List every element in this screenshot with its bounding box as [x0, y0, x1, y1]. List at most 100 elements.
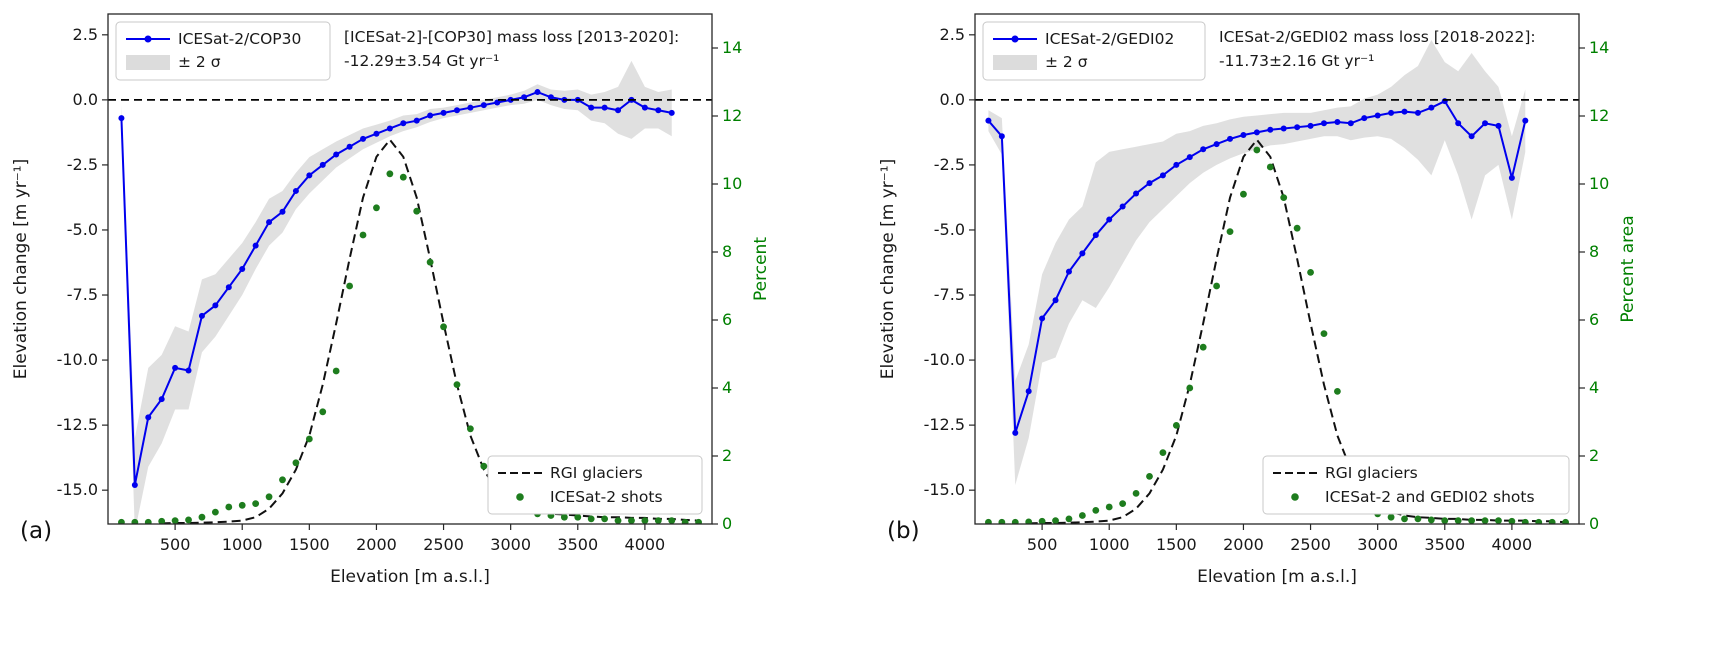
shots-dot — [1226, 228, 1234, 236]
legend-bottom — [487, 455, 703, 515]
elevation-change-marker — [172, 364, 179, 371]
y-left-axis-label: Elevation change [m yr⁻¹] — [11, 159, 31, 379]
shots-dot — [1240, 190, 1247, 198]
shots-dot — [1307, 269, 1314, 276]
elevation-change-marker — [1482, 120, 1489, 127]
x-tick-label: 3500 — [557, 535, 598, 554]
shots-dot — [1119, 500, 1127, 507]
rgi-glaciers-curve — [161, 138, 699, 524]
y-left-axis-label: Elevation change [m yr⁻¹] — [878, 159, 898, 379]
mass-loss-annotation-line2: -11.73±2.16 Gt yr⁻¹ — [1219, 52, 1374, 70]
shots-dot — [1052, 517, 1059, 524]
elevation-change-marker — [1267, 126, 1274, 133]
shots-dot — [413, 207, 421, 215]
uncertainty-band — [988, 40, 1526, 485]
elevation-change-marker — [1065, 268, 1072, 275]
shots-dot — [1481, 517, 1489, 524]
plot-frame — [107, 13, 713, 525]
shots-dot — [305, 435, 313, 443]
shots-dot — [654, 517, 662, 524]
elevation-change-marker — [588, 104, 595, 111]
y-right-tick-label: 0 — [1589, 514, 1599, 533]
shots-dot — [1146, 473, 1153, 480]
y-right-tick-label: 12 — [722, 106, 742, 125]
y-left-tick-label: -15.0 — [924, 480, 965, 499]
shots-dot — [560, 513, 568, 521]
elevation-change-marker — [1173, 161, 1180, 168]
elevation-change-marker — [998, 133, 1005, 140]
y-left-tick-label: -10.0 — [57, 350, 98, 369]
shots-dot — [587, 515, 595, 523]
mass-loss-annotation-line1: ICESat-2/GEDI02 mass loss [2018-2022]: — [1219, 28, 1536, 46]
elevation-change-marker — [521, 94, 528, 101]
shots-dot — [359, 231, 367, 239]
mass-loss-annotation-line1: [ICESat-2]-[COP30] mass loss [2013-2020]… — [344, 28, 679, 46]
shots-dot — [1025, 518, 1033, 524]
shots-dot — [1011, 518, 1019, 524]
x-tick-label: 3500 — [1424, 535, 1465, 554]
elevation-change-marker — [1508, 174, 1515, 181]
elevation-change-marker — [1374, 112, 1381, 119]
elevation-change-marker — [158, 396, 165, 403]
legend-dot-sample — [1291, 493, 1299, 501]
x-tick-label: 1000 — [1089, 535, 1130, 554]
shots-dot — [1199, 343, 1207, 351]
elevation-change-marker — [985, 117, 992, 124]
shots-dot — [211, 508, 219, 516]
y-left-tick-label: -10.0 — [924, 350, 965, 369]
shots-dot — [1548, 518, 1556, 524]
panel-a: (a) 500 1000 1500 2000 2500 3000 3500 4000 2.5 0.… — [0, 0, 867, 648]
elevation-change-marker — [1159, 172, 1166, 179]
shots-dot — [265, 493, 273, 501]
x-axis-label: Elevation [m a.s.l.] — [330, 567, 490, 587]
y-right-tick-label: 8 — [1589, 242, 1599, 261]
legend-line-marker — [1011, 35, 1019, 43]
y-left-tick-label: -7.5 — [934, 285, 965, 304]
legend-band-sample — [993, 55, 1037, 70]
shots-dot — [668, 517, 676, 524]
y-left-tick-label: -5.0 — [67, 220, 98, 239]
y-left-tick-label: 2.5 — [73, 25, 98, 44]
shots-dot — [198, 513, 206, 521]
shots-dot — [131, 518, 139, 524]
shots-dot — [695, 518, 702, 524]
elevation-change-marker — [292, 187, 299, 194]
elevation-change-marker — [413, 117, 420, 124]
shots-dot — [1293, 224, 1301, 232]
mass-loss-annotation-line2: -12.29±3.54 Gt yr⁻¹ — [344, 52, 499, 70]
y-left-tick-label: -15.0 — [57, 480, 98, 499]
shots-dot — [1535, 518, 1543, 524]
shots-dot — [641, 517, 649, 524]
uncertainty-band — [121, 60, 672, 524]
shots-dot — [238, 501, 246, 509]
elevation-change-marker — [480, 102, 487, 109]
x-tick-label: 3000 — [490, 535, 531, 554]
shots-dot — [998, 518, 1006, 524]
shots-dot — [319, 408, 327, 416]
elevation-change-marker — [1025, 388, 1032, 395]
elevation-change-marker — [1347, 120, 1354, 127]
elevation-change-marker — [225, 284, 232, 291]
y-left-tick-label: -12.5 — [57, 415, 98, 434]
elevation-change-marker — [1079, 250, 1086, 257]
elevation-change-marker — [1468, 133, 1475, 140]
shots-dot — [1521, 518, 1529, 524]
y-right-axis-label: Percent area — [1618, 215, 1638, 322]
shots-dot — [118, 518, 125, 524]
y-right-tick-label: 4 — [1589, 378, 1599, 397]
chart-a: 500 1000 1500 2000 2500 3000 3500 4000 2.5 0.0 -2.… — [11, 13, 771, 587]
shots-dot — [1441, 517, 1449, 524]
elevation-change-marker — [1320, 120, 1327, 127]
y-right-tick-label: 12 — [1589, 106, 1609, 125]
shots-dot — [1132, 490, 1140, 497]
shots-dot — [1213, 282, 1220, 290]
elevation-change-marker — [118, 115, 125, 122]
legend-line-marker — [144, 35, 152, 43]
elevation-change-marker — [601, 104, 608, 111]
legend-bottom-dashed-label: RGI glaciers — [1325, 464, 1418, 482]
x-tick-label: 2000 — [356, 535, 397, 554]
shots-dot — [1334, 388, 1341, 395]
shots-dot — [292, 459, 300, 467]
x-tick-label: 500 — [160, 535, 191, 554]
elevation-change-marker — [145, 414, 152, 421]
